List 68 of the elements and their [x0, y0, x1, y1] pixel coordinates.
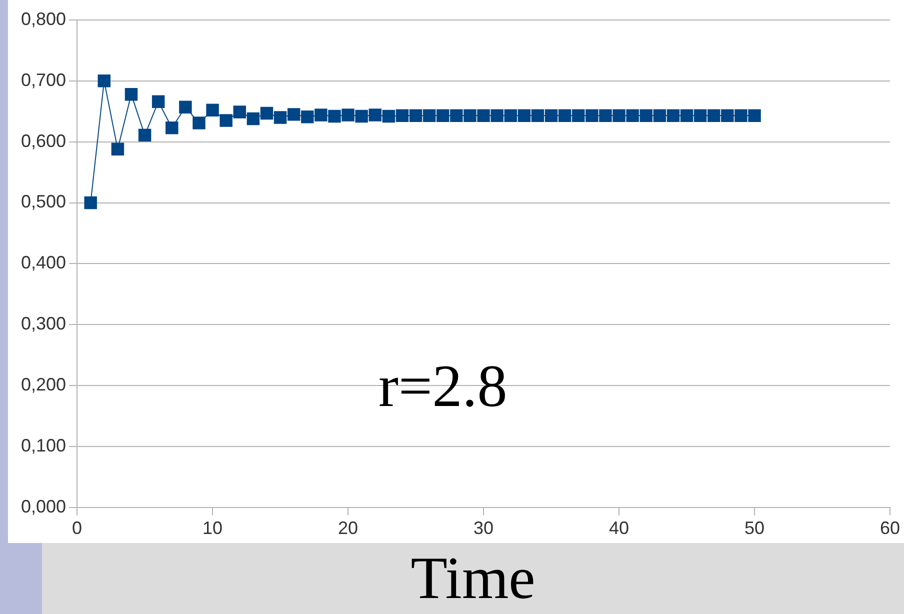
- point: [612, 109, 626, 122]
- point: [233, 106, 246, 118]
- point: [84, 196, 97, 210]
- point: [328, 110, 341, 123]
- point: [166, 121, 178, 134]
- point: [98, 74, 111, 88]
- y-tick-label: 0,200: [20, 374, 66, 395]
- y-tick-label: 0,700: [20, 70, 66, 90]
- y-tick-label: 0,600: [20, 130, 66, 151]
- point: [531, 109, 544, 122]
- point: [124, 88, 138, 101]
- point: [301, 110, 314, 124]
- point: [179, 100, 192, 114]
- point: [504, 109, 517, 122]
- x-tick-label: 60: [880, 518, 900, 538]
- point: [666, 109, 680, 122]
- x-axis-title: Time: [42, 543, 904, 614]
- point: [721, 109, 734, 122]
- point: [342, 108, 354, 122]
- annotation: r=2.8: [378, 353, 508, 420]
- point: [206, 104, 219, 117]
- point: [436, 109, 450, 122]
- y-tick-label: 0,000: [20, 496, 66, 516]
- point: [287, 108, 300, 121]
- point: [382, 110, 396, 123]
- point: [450, 109, 463, 122]
- point: [409, 109, 422, 122]
- point: [694, 109, 707, 122]
- point: [477, 109, 490, 122]
- point: [246, 112, 260, 126]
- point: [314, 108, 328, 122]
- point: [138, 128, 152, 142]
- point: [586, 109, 598, 122]
- point: [707, 109, 720, 122]
- point: [640, 109, 652, 122]
- point: [368, 108, 382, 122]
- point: [599, 109, 612, 122]
- point: [544, 109, 558, 122]
- x-tick-label: 20: [338, 518, 358, 538]
- point: [220, 114, 232, 127]
- point: [111, 142, 124, 156]
- point: [572, 109, 585, 122]
- y-tick-label: 0,300: [20, 314, 66, 334]
- point: [748, 109, 761, 122]
- point: [626, 109, 639, 122]
- y-tick-label: 0,500: [20, 192, 66, 212]
- x-tick-label: 30: [474, 518, 494, 538]
- point: [680, 109, 694, 122]
- y-tick-label: 0,800: [20, 8, 66, 29]
- x-tick-label: 10: [202, 518, 223, 538]
- point: [464, 109, 476, 122]
- point: [355, 110, 368, 123]
- y-tick-label: 0,400: [20, 252, 66, 273]
- point: [422, 109, 436, 122]
- point: [558, 109, 572, 122]
- point: [152, 95, 165, 108]
- x-tick-label: 0: [72, 518, 82, 538]
- point: [260, 106, 274, 120]
- x-tick-label: 50: [744, 518, 765, 538]
- y-tick-label: 0,100: [20, 435, 66, 456]
- point: [396, 109, 409, 122]
- point: [192, 116, 206, 130]
- point: [734, 109, 748, 122]
- point: [653, 109, 666, 122]
- x-tick-label: 40: [609, 518, 630, 538]
- point: [518, 109, 531, 122]
- point: [490, 109, 504, 122]
- point: [274, 111, 287, 124]
